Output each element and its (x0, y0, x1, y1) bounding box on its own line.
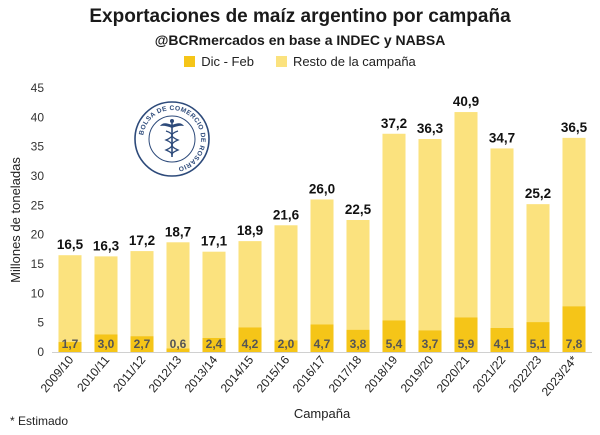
data-label-dic-feb: 5,4 (386, 337, 403, 351)
y-tick-label: 0 (37, 345, 44, 359)
bar-dic-feb (238, 327, 262, 352)
x-tick-label: 2011/12 (110, 353, 148, 395)
bar-dic-feb (382, 320, 406, 352)
data-label-total: 36,3 (417, 121, 444, 136)
bar-resto (238, 241, 262, 328)
legend-item-dic-feb: Dic - Feb (184, 54, 254, 69)
data-label-total: 25,2 (525, 186, 551, 201)
y-tick-label: 15 (31, 257, 45, 271)
x-axis-label: Campaña (294, 406, 351, 421)
x-tick-label: 2009/10 (38, 353, 77, 395)
data-label-total: 40,9 (453, 94, 479, 109)
data-label-dic-feb: 4,7 (314, 337, 331, 351)
bar-resto (202, 251, 226, 338)
bar-resto (490, 148, 514, 328)
bar-resto (418, 139, 442, 331)
data-label-total: 18,9 (237, 223, 263, 238)
y-tick-label: 20 (31, 228, 45, 242)
data-label-total: 16,3 (93, 238, 120, 253)
x-tick-label: 2012/13 (146, 353, 185, 395)
x-tick-label: 2015/16 (254, 353, 293, 395)
data-label-dic-feb: 4,1 (494, 337, 511, 351)
bar-dic-feb (166, 348, 190, 352)
data-label-dic-feb: 2,4 (206, 337, 223, 351)
chart-subtitle: @BCRmercados en base a INDEC y NABSA (154, 32, 446, 48)
data-label-total: 26,0 (309, 181, 335, 196)
x-tick-label: 2021/22 (470, 353, 509, 395)
x-tick-label: 2013/14 (182, 353, 221, 395)
x-tick-label: 2020/21 (434, 353, 473, 395)
legend-swatch-resto (275, 56, 287, 67)
data-label-dic-feb: 2,7 (134, 337, 151, 351)
x-tick-label: 2010/11 (74, 353, 112, 395)
bar-resto (58, 255, 82, 343)
footnote: * Estimado (10, 414, 69, 428)
bar-dic-feb (454, 317, 478, 352)
data-label-dic-feb: 2,0 (278, 337, 295, 351)
x-tick-label: 2018/19 (362, 353, 401, 395)
legend-item-resto: Resto de la campaña (275, 54, 416, 69)
bar-dic-feb (130, 336, 154, 352)
legend-label-dic-feb: Dic - Feb (201, 54, 254, 69)
data-label-dic-feb: 3,7 (422, 337, 439, 351)
y-axis-label: Millones de toneladas (8, 157, 23, 283)
y-tick-label: 30 (31, 169, 45, 183)
data-label-total: 17,1 (201, 234, 228, 249)
y-tick-label: 45 (31, 81, 45, 95)
data-label-dic-feb: 4,2 (242, 337, 259, 351)
y-tick-label: 35 (31, 140, 45, 154)
bar-dic-feb (94, 334, 118, 352)
data-label-total: 16,5 (57, 237, 84, 252)
legend-swatch-dic-feb (184, 56, 196, 67)
bar-resto (94, 256, 118, 335)
data-label-dic-feb: 5,1 (530, 337, 547, 351)
x-tick-label: 2019/20 (398, 353, 437, 395)
caduceus-seal-icon: BOLSA DE COMERCIO DE ROSARIO (134, 101, 210, 177)
x-tick-label: 2017/18 (326, 353, 365, 395)
bar-dic-feb (202, 337, 226, 352)
data-label-total: 18,7 (165, 224, 191, 239)
bar-resto (166, 242, 190, 349)
data-label-total: 17,2 (129, 233, 155, 248)
bar-dic-feb (346, 329, 370, 352)
chart-title: Exportaciones de maíz argentino por camp… (89, 6, 511, 27)
y-tick-label: 5 (37, 316, 44, 330)
data-label-dic-feb: 0,6 (170, 337, 187, 351)
data-label-dic-feb: 5,9 (458, 337, 475, 351)
data-label-dic-feb: 7,8 (566, 337, 583, 351)
bar-resto (130, 251, 154, 337)
bar-resto (454, 112, 478, 318)
data-label-total: 37,2 (381, 116, 407, 131)
bar-dic-feb (526, 322, 550, 352)
bar-resto (346, 220, 370, 330)
data-label-dic-feb: 3,8 (350, 337, 367, 351)
data-label-dic-feb: 1,7 (62, 337, 79, 351)
bar-dic-feb (418, 330, 442, 352)
bar-dic-feb (310, 324, 334, 352)
y-tick-label: 25 (31, 198, 45, 212)
data-label-total: 34,7 (489, 130, 515, 145)
data-label-total: 36,5 (561, 120, 588, 135)
legend-label-resto: Resto de la campaña (292, 54, 416, 69)
x-tick-label: 2023/24* (539, 353, 581, 399)
legend: Dic - Feb Resto de la campaña (0, 54, 600, 69)
bar-resto (562, 137, 586, 307)
bar-resto (274, 225, 298, 341)
bar-resto (382, 133, 406, 321)
x-tick-label: 2016/17 (290, 353, 329, 395)
bar-resto (310, 199, 334, 325)
bar-dic-feb (562, 306, 586, 352)
y-tick-label: 40 (31, 110, 45, 124)
y-tick-label: 10 (31, 286, 45, 300)
bar-dic-feb (58, 342, 82, 352)
x-tick-label: 2014/15 (218, 353, 257, 395)
data-label-total: 22,5 (345, 202, 372, 217)
data-label-dic-feb: 3,0 (98, 337, 115, 351)
bar-dic-feb (490, 327, 514, 352)
data-label-total: 21,6 (273, 207, 300, 222)
bar-resto (526, 204, 550, 323)
bar-dic-feb (274, 340, 298, 352)
